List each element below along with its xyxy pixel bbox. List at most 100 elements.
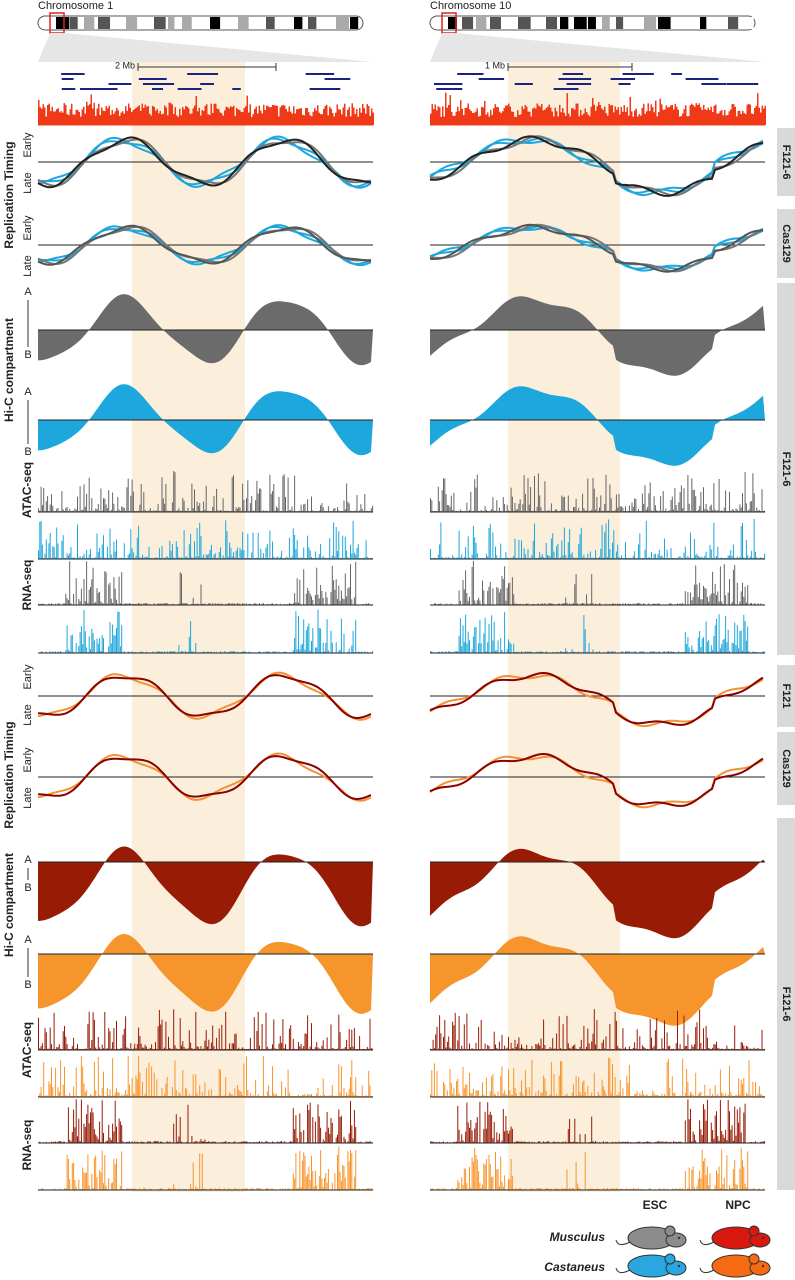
spike (348, 1028, 350, 1050)
spike (449, 1047, 451, 1050)
spike (649, 482, 651, 512)
spike (509, 510, 511, 512)
spike (610, 1093, 612, 1097)
spike (365, 510, 367, 512)
spike (372, 557, 374, 559)
spike (114, 551, 116, 559)
spike (708, 1048, 710, 1050)
spike (88, 1185, 90, 1190)
spike (223, 510, 225, 512)
spike (652, 651, 654, 653)
spike (171, 1188, 173, 1190)
spike (301, 1048, 303, 1050)
spike (740, 1079, 742, 1097)
spike (369, 1141, 371, 1143)
signal (99, 115, 101, 125)
spike (660, 1048, 662, 1050)
spike (110, 509, 112, 512)
spike (41, 504, 43, 512)
spike (69, 1139, 71, 1143)
spike (353, 1176, 355, 1190)
spike (330, 592, 332, 605)
spike (281, 1042, 283, 1050)
spike (749, 1141, 751, 1143)
signal (306, 107, 308, 125)
spike (173, 1184, 175, 1190)
spike (536, 1044, 538, 1050)
spike (604, 1048, 606, 1050)
signal (149, 113, 151, 125)
spike (514, 1088, 516, 1097)
spike (161, 1087, 163, 1097)
spike (504, 1045, 506, 1050)
spike (731, 1125, 733, 1143)
spike (325, 1172, 327, 1190)
band (448, 17, 457, 29)
spike (539, 552, 541, 559)
spike (225, 603, 227, 605)
band (154, 17, 166, 29)
signal (620, 106, 622, 125)
spike (671, 496, 673, 512)
spike (253, 510, 255, 512)
spike (687, 555, 689, 559)
spike (249, 557, 251, 559)
spike (299, 649, 301, 653)
spike (472, 1088, 474, 1097)
rt-curve (429, 138, 764, 197)
a-label: A (24, 386, 32, 398)
signal (53, 111, 55, 125)
spike (298, 557, 299, 559)
spike (304, 649, 306, 653)
spike (433, 603, 435, 605)
spike (318, 627, 320, 653)
spike (738, 1048, 740, 1050)
spike (338, 1064, 340, 1097)
spike (259, 1188, 260, 1190)
spike (576, 1183, 578, 1190)
spike (366, 1188, 368, 1190)
spike (691, 645, 693, 653)
spike (166, 651, 168, 653)
spike (175, 541, 177, 559)
spike (369, 1188, 371, 1190)
gene (434, 83, 463, 85)
spike (592, 1141, 594, 1143)
spike (129, 651, 130, 653)
gene (305, 73, 335, 75)
spike (337, 550, 338, 559)
spike (696, 651, 698, 653)
spike (91, 1173, 93, 1190)
signal (664, 109, 666, 125)
spike (352, 1188, 354, 1190)
spike (92, 632, 94, 653)
spike (129, 510, 130, 512)
signal (62, 112, 64, 125)
signal (131, 112, 133, 125)
spike (703, 637, 704, 653)
spike (578, 544, 580, 559)
mouse-eye (761, 1264, 765, 1268)
spike (66, 598, 68, 605)
spike (169, 1188, 171, 1190)
spike (644, 549, 646, 559)
spike (292, 603, 294, 605)
spike (45, 1095, 47, 1097)
spike (213, 1046, 215, 1050)
spike (462, 557, 464, 559)
spike (480, 1187, 482, 1190)
spike (627, 510, 629, 512)
spike (49, 651, 51, 653)
signal (628, 115, 630, 125)
spike (492, 497, 494, 512)
spike (739, 1168, 741, 1190)
spike (471, 1157, 473, 1190)
spike (648, 556, 650, 559)
spike (697, 509, 699, 512)
spike (187, 557, 189, 559)
spike (675, 1043, 677, 1050)
signal (532, 108, 534, 125)
spike (158, 651, 160, 653)
spike (275, 506, 277, 512)
spike (355, 510, 357, 512)
